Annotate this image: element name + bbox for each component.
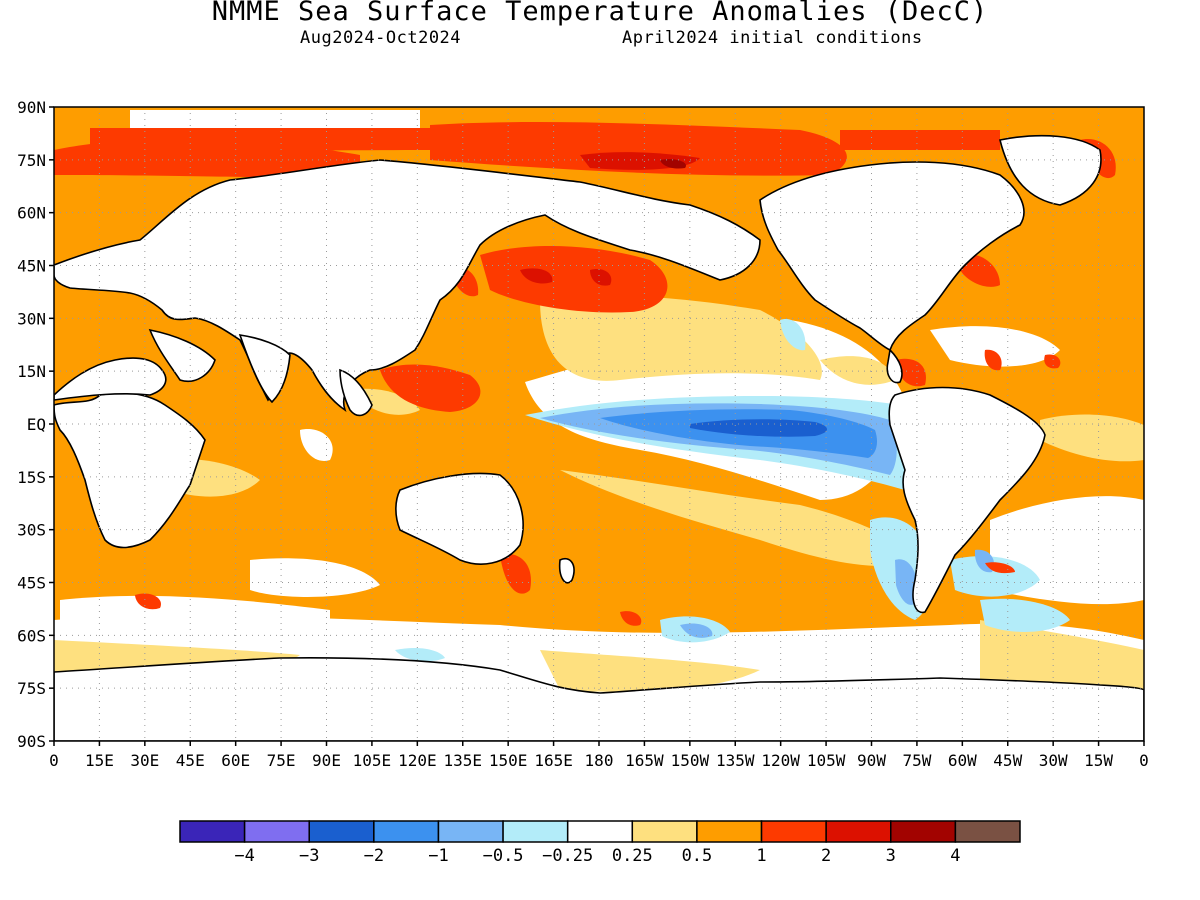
lon-label: 165W [625,751,664,770]
graticule [54,107,1144,741]
colorbar-swatch [954,820,1021,843]
colorbar: −4 −3 −2 −1 −0.5 −0.25 0.25 0.5 1 2 3 4 [179,820,1021,866]
lon-label: 105W [807,751,846,770]
colorbar-label: −3 [299,846,319,866]
map-title: NMME Sea Surface Temperature Anomalies (… [211,0,989,27]
lon-label: 75W [902,751,931,770]
colorbar-label: −0.5 [483,846,524,866]
lon-label: 150E [489,751,528,770]
lon-label: 135E [443,751,482,770]
lon-label: 90W [857,751,886,770]
lon-label: 105E [353,751,392,770]
colorbar-label: 1 [756,846,766,866]
colorbar-swatch [566,820,634,843]
lat-label: 30S [17,521,46,540]
lon-label: 135W [716,751,755,770]
lat-label: 60S [17,626,46,645]
colorbar-label: 0.25 [612,846,653,866]
colorbar-swatch [825,820,892,843]
lon-label: 150W [671,751,710,770]
lon-label: 180 [585,751,614,770]
lon-label: 45E [176,751,205,770]
colorbar-label: 4 [950,846,960,866]
colorbar-swatch [631,820,698,843]
colorbar-label: −0.25 [542,846,593,866]
lon-label: 120W [761,751,800,770]
colorbar-label: −4 [234,846,254,866]
lon-label: 0 [49,751,59,770]
lon-label: 75E [267,751,296,770]
colorbar-swatch [308,820,375,843]
lat-label: 90N [17,98,46,117]
lat-label: 15S [17,468,46,487]
colorbar-swatch [179,820,246,843]
colorbar-swatch [890,820,957,843]
lon-label: 15E [85,751,114,770]
colorbar-swatch [696,820,763,843]
lat-label: 45S [17,574,46,593]
longitude-labels: 0 15E 30E 45E 60E 75E 90E 105E 120E 135E 150E 165E 1… [49,751,1149,770]
initial-conditions: April2024 initial conditions [622,28,923,48]
lat-label: 15N [17,362,46,381]
lat-label: 30N [17,309,46,328]
colorbar-swatch [373,820,440,843]
lat-label: 45N [17,257,46,276]
lon-label: 45W [993,751,1022,770]
lon-label: 165E [534,751,573,770]
colorbar-swatch [502,820,569,843]
lon-label: 30E [130,751,159,770]
continents [54,134,1144,741]
lon-label: 60W [948,751,977,770]
colorbar-label: 3 [886,846,896,866]
colorbar-label: 2 [821,846,831,866]
colorbar-label: −2 [364,846,384,866]
colorbar-swatch [437,820,504,843]
lat-label: 75S [17,679,46,698]
lon-label: 120E [398,751,437,770]
pacific-cold-tongue [525,396,912,490]
colorbar-label: 0.5 [682,846,713,866]
colorbar-swatch [760,820,827,843]
colorbar-label: −1 [428,846,448,866]
lon-label: 0 [1139,751,1149,770]
lon-label: 30W [1039,751,1068,770]
lon-label: 90E [312,751,341,770]
forecast-period: Aug2024-Oct2024 [300,28,462,48]
lat-label: 75N [17,151,46,170]
lon-label: 60E [221,751,250,770]
latitude-labels: 90N 75N 60N 45N 30N 15N EQ 15S 30S 45S 60S 75S 90S [17,98,46,751]
lon-label: 15W [1084,751,1113,770]
colorbar-swatch [243,820,310,843]
lat-label: 60N [17,204,46,223]
lat-label: EQ [27,415,46,434]
axis-ticks [49,106,1145,746]
lat-label: 90S [17,732,46,751]
